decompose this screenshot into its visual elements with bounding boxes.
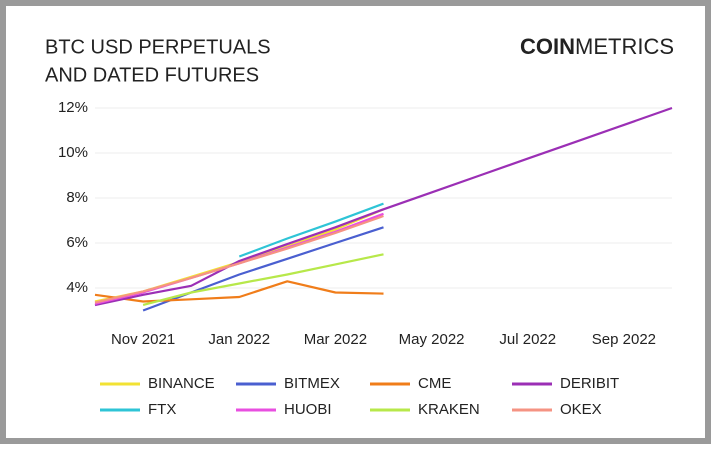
legend-label: CME	[418, 375, 451, 392]
legend-label: FTX	[148, 401, 176, 418]
chart-title: AND DATED FUTURES	[45, 64, 259, 86]
brand: COINMETRICS	[520, 34, 674, 59]
legend-label: HUOBI	[284, 401, 332, 418]
brand-bold: COIN	[520, 34, 575, 59]
legend-label: OKEX	[560, 401, 602, 418]
series-line	[94, 280, 384, 303]
legend-label: BITMEX	[284, 375, 340, 392]
x-tick-label: Mar 2022	[304, 331, 367, 348]
x-tick-label: Jan 2022	[208, 331, 270, 348]
y-tick-label: 10%	[58, 144, 88, 161]
x-tick-label: Jul 2022	[499, 331, 556, 348]
legend-label: BINANCE	[148, 375, 215, 392]
chart-title: BTC USD PERPETUALS	[45, 36, 271, 58]
x-tick-label: Sep 2022	[592, 331, 656, 348]
series-line	[94, 106, 673, 307]
x-tick-label: May 2022	[399, 331, 465, 348]
series-line	[142, 253, 384, 306]
brand-light: METRICS	[575, 34, 674, 59]
legend-label: DERIBIT	[560, 375, 619, 392]
legend-label: KRAKEN	[418, 401, 480, 418]
y-tick-label: 12%	[58, 99, 88, 116]
y-tick-label: 4%	[66, 279, 88, 296]
y-tick-label: 6%	[66, 234, 88, 251]
series-line	[238, 202, 384, 258]
y-tick-label: 8%	[66, 189, 88, 206]
series-line	[94, 214, 384, 304]
x-tick-label: Nov 2021	[111, 331, 175, 348]
